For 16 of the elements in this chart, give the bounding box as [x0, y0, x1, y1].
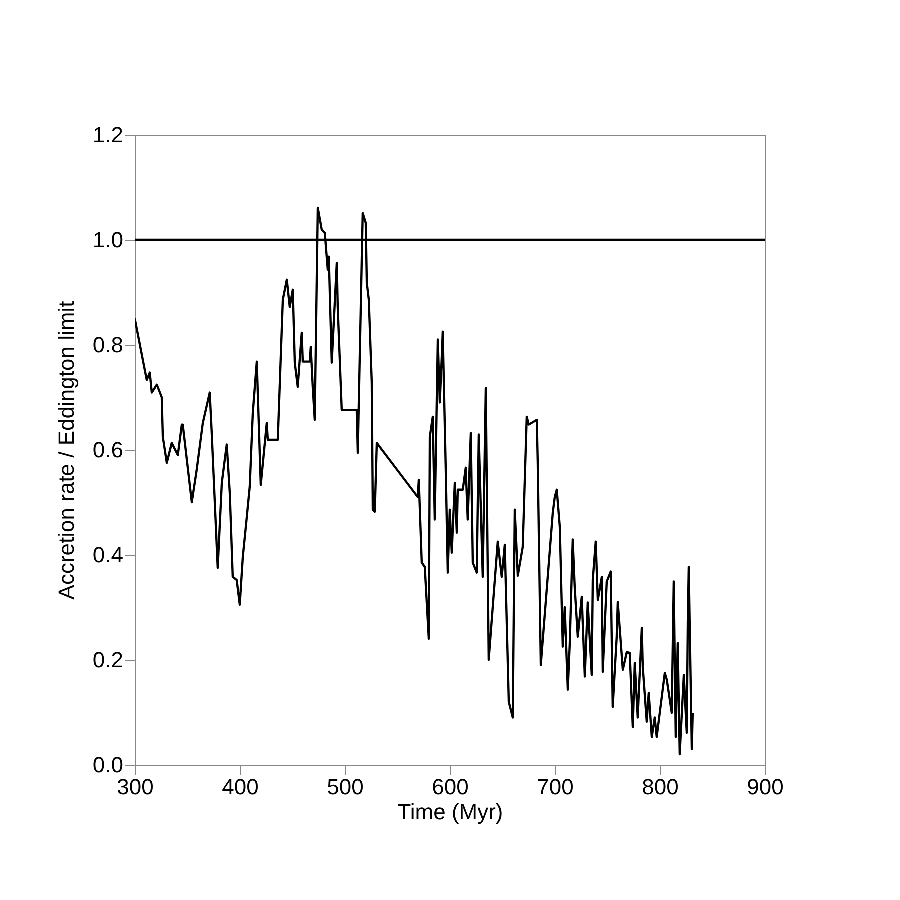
y-tick-label: 0.2	[92, 648, 124, 672]
x-tick-label: 600	[432, 774, 469, 800]
x-tick-label: 800	[642, 774, 679, 800]
y-tick-label: 0.6	[92, 438, 124, 462]
x-tick-label: 300	[117, 774, 154, 800]
y-axis-title: Accretion rate / Eddington limit	[54, 301, 79, 600]
y-tick-label: 1.0	[92, 228, 124, 252]
y-tick-label: 0.0	[92, 752, 124, 778]
x-axis-title: Time (Myr)	[398, 800, 504, 824]
y-tick-label: 1.2	[92, 122, 124, 148]
y-tick-label: 0.8	[92, 332, 124, 358]
x-tick-label: 500	[327, 774, 364, 800]
y-tick-label: 0.4	[92, 542, 124, 568]
x-tick-label: 900	[747, 774, 784, 800]
x-tick-label: 700	[537, 774, 574, 800]
x-tick-label: 400	[222, 774, 259, 800]
